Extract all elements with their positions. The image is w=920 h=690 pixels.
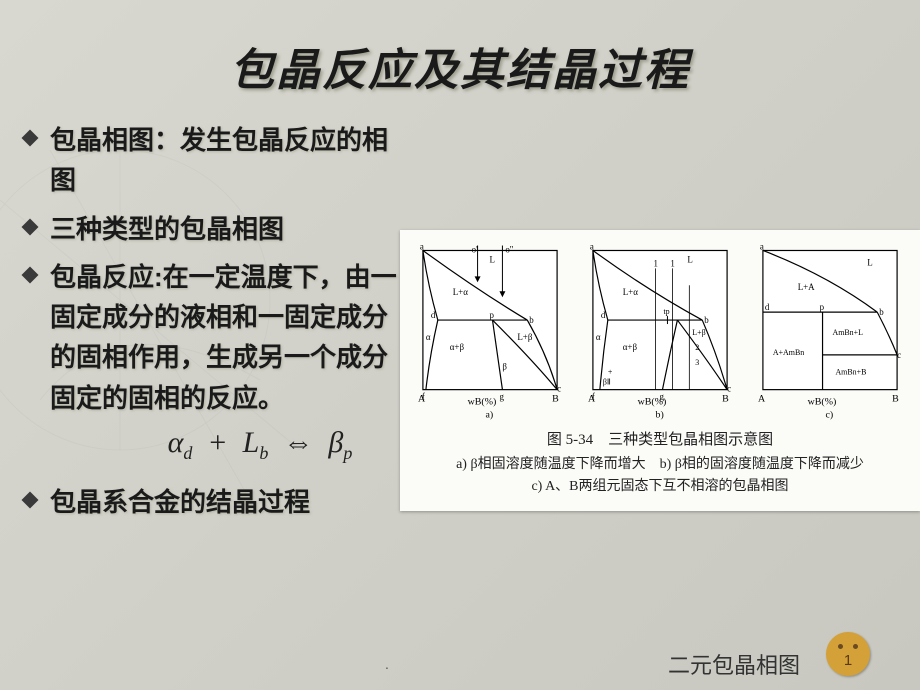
svg-text:L: L [867,257,872,267]
bullet-text: 三种类型的包晶相图 [50,209,284,249]
svg-text:1: 1 [654,258,658,268]
svg-text:b: b [879,307,884,317]
bullet-list: 包晶相图：发生包晶反应的相图 三种类型的包晶相图 包晶反应:在一定温度下，由一固… [20,120,400,530]
page-number-badge: 1 [826,632,870,676]
svg-text:A+AmBn: A+AmBn [773,348,804,357]
svg-text:p: p [820,302,825,312]
reaction-formula: αd + Lb ⇔ βp [120,426,400,464]
svg-text:b): b) [656,409,664,420]
svg-text:b: b [704,315,709,325]
phase-diagram-figure: a o' o'' L L+α d p b α α+β L+β β c f g A [400,230,920,511]
svg-text:1: 1 [670,258,674,268]
svg-text:c: c [727,384,731,394]
svg-text:a): a) [486,409,494,420]
svg-text:AmBn+B: AmBn+B [835,368,866,377]
svg-text:a: a [590,241,594,251]
svg-text:b: b [529,315,534,325]
bullet-text: 包晶相图：发生包晶反应的相图 [50,120,400,201]
svg-text:L+A: L+A [798,282,815,292]
svg-text:3: 3 [695,358,699,367]
bullet-text: 包晶反应:在一定温度下，由一固定成分的液相和一固定成分的固相作用，生成另一个成分… [50,257,400,418]
bullet-icon [22,492,39,509]
svg-text:c: c [557,384,561,394]
svg-text:wB(%): wB(%) [638,397,667,408]
svg-text:c): c) [826,409,834,420]
bullet-item: 包晶反应:在一定温度下，由一固定成分的液相和一固定成分的固相作用，生成另一个成分… [20,257,400,418]
svg-text:L+α: L+α [453,287,468,297]
svg-text:βⅡ: βⅡ [603,378,611,387]
svg-text:α: α [426,332,431,342]
slide-title: 包晶反应及其结晶过程 [0,0,920,108]
diagram-c: a L L+A d p b AmBn+L c AmBn+B A+AmBn A B… [748,240,912,420]
diagram-b: a L L+α 1 1 tp d b α α+β L+β 2 3 + βⅡ c [578,240,742,420]
svg-text:tp: tp [663,307,669,316]
svg-text:AmBn+L: AmBn+L [832,328,863,337]
svg-text:α: α [596,332,601,342]
bullet-item: 包晶系合金的结晶过程 [20,482,400,522]
footer-label: 二元包晶相图 [668,648,800,680]
svg-text:p: p [490,310,495,320]
svg-text:2: 2 [695,343,699,352]
svg-text:L: L [687,254,692,264]
svg-text:B: B [552,394,559,405]
bullet-item: 包晶相图：发生包晶反应的相图 [20,120,400,201]
bullet-item: 三种类型的包晶相图 [20,209,400,249]
svg-text:α+β: α+β [450,342,465,352]
svg-text:a: a [420,241,424,251]
svg-text:L: L [490,254,495,264]
svg-text:wB(%): wB(%) [468,397,497,408]
svg-text:a: a [760,241,764,251]
svg-text:d: d [765,302,770,312]
svg-text:A: A [758,394,766,405]
svg-text:+: + [608,368,613,377]
diagram-a: a o' o'' L L+α d p b α α+β L+β β c f g A [408,240,572,420]
svg-text:α+β: α+β [623,342,638,352]
bullet-text: 包晶系合金的结晶过程 [50,482,310,522]
bullet-icon [22,266,39,283]
bullet-icon [22,218,39,235]
svg-text:o': o' [472,244,478,254]
svg-text:L+α: L+α [623,287,638,297]
svg-text:B: B [722,394,729,405]
svg-text:B: B [892,394,899,405]
svg-text:A: A [588,394,596,405]
bullet-icon [22,130,39,147]
caption-main: 图 5-34 三种类型包晶相图示意图 [408,428,912,452]
page-number: 1 [844,652,852,669]
svg-text:d: d [431,310,436,320]
svg-text:d: d [601,310,606,320]
svg-text:g: g [499,392,504,402]
svg-text:β: β [502,362,507,372]
caption-line-c: c) A、B两组元固态下互不相溶的包晶相图 [408,476,912,498]
figure-caption: 图 5-34 三种类型包晶相图示意图 a) β相固溶度随温度下降而增大 b) β… [408,428,912,499]
caption-line-ab: a) β相固溶度随温度下降而增大 b) β相的固溶度随温度下降而减少 [408,454,912,476]
svg-text:wB(%): wB(%) [808,397,837,408]
svg-text:c: c [897,350,901,360]
svg-text:o'': o'' [505,244,513,254]
svg-text:L+β: L+β [517,332,532,342]
svg-text:A: A [418,394,426,405]
svg-text:L+β: L+β [692,328,705,337]
center-dot: . [385,656,389,672]
